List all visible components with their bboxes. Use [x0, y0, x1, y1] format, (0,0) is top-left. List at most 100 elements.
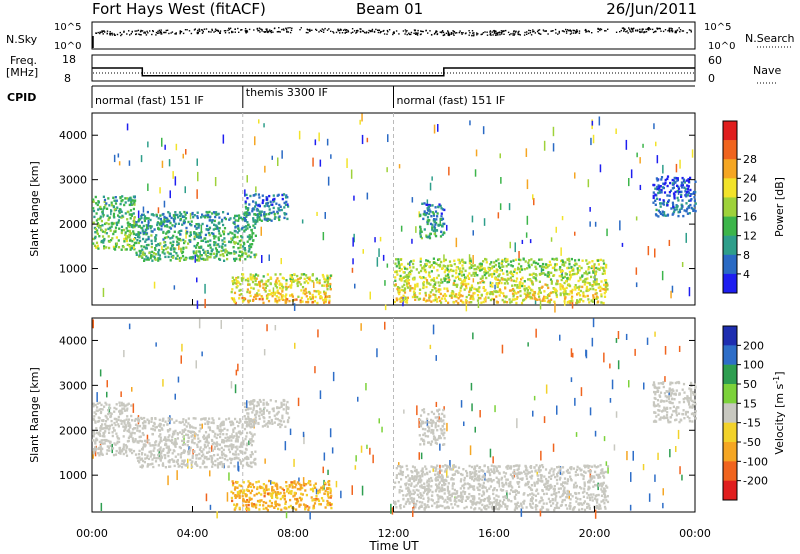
echo-cell: [241, 423, 244, 427]
scatter-cell: [432, 324, 435, 335]
echo-cell: [266, 201, 269, 205]
scatter-cell: [303, 434, 305, 445]
echo-cell: [654, 193, 657, 196]
echo-cell: [174, 441, 178, 444]
echo-cell: [439, 235, 443, 238]
echo-cell: [250, 432, 253, 435]
echo-cell: [163, 245, 166, 248]
echo-cell: [143, 219, 146, 223]
echo-cell: [329, 496, 332, 499]
echo-cell: [240, 451, 243, 454]
echo-cell: [99, 446, 102, 449]
echo-cell: [547, 293, 551, 296]
echo-cell: [534, 277, 537, 280]
echo-cell: [694, 202, 697, 205]
noise-panel: N.Sky 10^5 10^0 10^5 10^0 N.Search: [6, 21, 795, 52]
echo-cell: [182, 246, 185, 250]
echo-cell: [137, 453, 140, 456]
echo-cell: [680, 206, 683, 209]
echo-cell: [514, 258, 518, 261]
echo-cell: [218, 221, 221, 225]
echo-cell: [246, 412, 249, 415]
echo-cell: [275, 295, 278, 298]
echo-cell: [231, 238, 234, 241]
echo-cell: [301, 493, 304, 496]
echo-cell: [425, 262, 428, 266]
echo-cell: [161, 418, 164, 422]
echo-cell: [508, 289, 512, 292]
echo-cell: [264, 283, 267, 286]
echo-cell: [243, 297, 246, 300]
echo-cell: [274, 400, 277, 403]
echo-cell: [147, 235, 150, 239]
echo-cell: [110, 225, 113, 228]
echo-cell: [476, 299, 480, 302]
echo-cell: [508, 271, 511, 274]
scatter-cell: [463, 421, 465, 427]
echo-cell: [433, 218, 436, 221]
echo-cell: [289, 274, 292, 277]
echo-cell: [261, 298, 264, 301]
echo-cell: [214, 235, 217, 238]
echo-cell: [165, 236, 168, 239]
echo-cell: [139, 439, 142, 443]
echo-cell: [277, 193, 280, 197]
noise-point: [632, 30, 634, 33]
scatter-cell: [412, 507, 414, 517]
noise-point: [408, 33, 411, 36]
echo-cell: [299, 299, 302, 302]
echo-cell: [421, 202, 424, 205]
echo-cell: [140, 457, 144, 460]
echo-cell: [93, 215, 96, 219]
echo-cell: [465, 286, 468, 290]
echo-cell: [567, 266, 570, 270]
echo-cell: [681, 176, 684, 180]
noise-point: [109, 32, 111, 35]
echo-cell: [251, 435, 254, 438]
scatter-cell: [268, 254, 270, 261]
noise-point: [458, 31, 460, 34]
echo-cell: [166, 251, 169, 254]
echo-cell: [531, 283, 534, 286]
echo-cell: [108, 216, 111, 219]
echo-cell: [247, 485, 250, 488]
echo-cell: [275, 482, 278, 485]
echo-cell: [176, 240, 179, 243]
scatter-cell: [201, 423, 203, 429]
echo-cell: [570, 300, 573, 303]
echo-cell: [136, 424, 139, 427]
echo-cell: [249, 426, 252, 429]
noise-point: [300, 27, 302, 29]
echo-cell: [140, 226, 143, 230]
echo-cell: [435, 221, 438, 225]
echo-cell: [162, 238, 165, 241]
echo-cell: [409, 266, 412, 269]
echo-cell: [131, 199, 134, 202]
noise-point: [448, 32, 450, 35]
noise-point: [126, 33, 128, 35]
echo-cell: [95, 431, 98, 434]
echo-cell: [402, 298, 405, 302]
echo-cell: [237, 219, 240, 222]
echo-cell: [273, 293, 276, 296]
echo-cell: [120, 401, 123, 405]
scatter-cell: [526, 215, 529, 225]
echo-cell: [283, 206, 286, 209]
echo-cell: [127, 436, 130, 440]
noise-point: [383, 33, 386, 35]
noise-point: [160, 29, 162, 31]
noise-point: [106, 30, 109, 32]
echo-cell: [554, 268, 557, 272]
echo-cell: [181, 215, 185, 218]
echo-cell: [240, 432, 243, 435]
echo-cell: [319, 295, 322, 298]
echo-cell: [315, 290, 318, 293]
echo-cell: [563, 264, 566, 267]
echo-cell: [560, 284, 563, 287]
echo-cell: [577, 258, 580, 262]
echo-cell: [571, 267, 575, 271]
noise-point: [642, 28, 644, 30]
echo-cell: [460, 274, 464, 277]
scatter-cell: [418, 452, 420, 460]
echo-cell: [589, 283, 592, 286]
